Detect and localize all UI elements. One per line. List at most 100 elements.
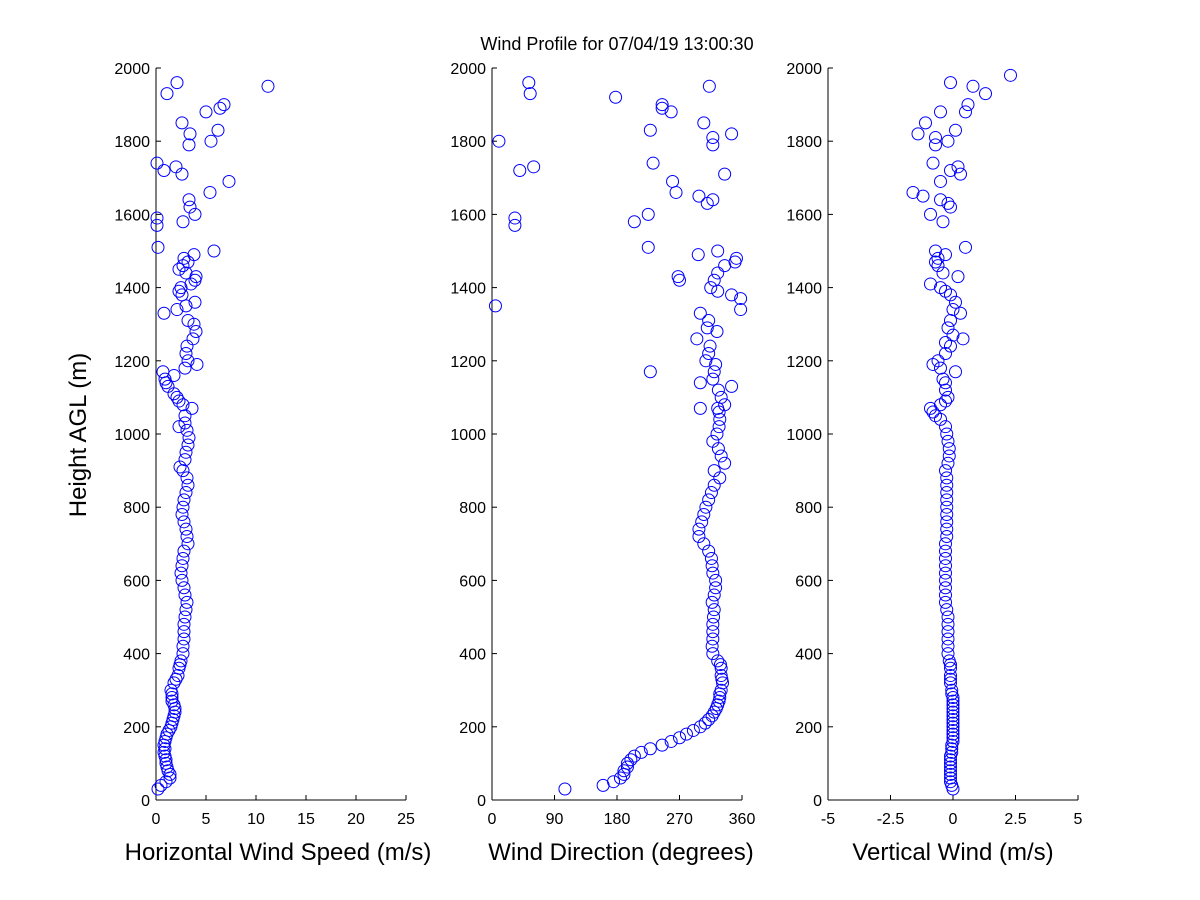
vertical-data-point <box>924 277 937 291</box>
direction-data-point <box>693 401 707 415</box>
speed-y-tick-label: 600 <box>123 573 150 590</box>
direction-data-point <box>666 174 680 188</box>
speed-data-point <box>189 270 203 284</box>
direction-data-point <box>713 412 727 426</box>
direction-data-point <box>627 749 641 763</box>
speed-data-point <box>186 332 200 346</box>
vertical-x-tick-label: -5 <box>821 811 835 828</box>
direction-data-point <box>620 756 634 770</box>
speed-data-point <box>179 445 193 459</box>
vertical-data-point <box>979 87 992 101</box>
direction-data-point <box>702 544 716 558</box>
vertical-wind-panel: 0 200 400 600 800 1000 1200 1400 1600 1800 2000 -5 -… <box>786 61 1082 866</box>
direction-data-point <box>673 731 686 745</box>
vertical-y-tick-label: 1000 <box>786 427 822 444</box>
speed-data-point <box>176 639 190 653</box>
speed-data-point <box>175 508 189 522</box>
direction-data-point <box>702 493 716 507</box>
speed-data-point <box>183 200 197 214</box>
direction-data-point <box>492 134 506 148</box>
direction-y-tick-label: 2000 <box>450 61 486 78</box>
speed-data-point <box>180 423 194 437</box>
vertical-data-point <box>940 529 954 543</box>
direction-data-point <box>693 720 707 734</box>
speed-data-point <box>176 647 190 661</box>
vertical-data-point <box>911 127 925 141</box>
speed-data-point <box>174 281 188 295</box>
direction-data-point <box>707 610 721 624</box>
vertical-data-point <box>946 723 960 737</box>
vertical-data-point <box>939 346 952 360</box>
vertical-data-point <box>941 196 955 210</box>
speed-data-point <box>167 698 181 712</box>
direction-data-point <box>707 705 721 719</box>
vertical-data-point <box>949 123 962 137</box>
direction-data-point <box>711 654 725 668</box>
direction-y-tick-label: 1600 <box>450 207 486 224</box>
vertical-data-point <box>934 361 947 375</box>
speed-y-tick-label: 200 <box>123 720 150 737</box>
direction-data-point <box>706 632 720 646</box>
vertical-data-point <box>941 617 955 631</box>
speed-data-point <box>203 185 217 199</box>
speed-data-point <box>181 438 195 452</box>
direction-data-point <box>693 306 707 320</box>
direction-y-tick-label: 1800 <box>450 134 486 151</box>
direction-data-point <box>711 383 725 397</box>
direction-data-point <box>714 449 728 463</box>
direction-data-point <box>624 753 638 767</box>
vertical-data-point <box>934 281 947 295</box>
vertical-y-tick-label: 1400 <box>786 281 822 298</box>
vertical-data-point <box>949 295 962 309</box>
vertical-data-point <box>939 544 952 558</box>
vertical-data-point <box>926 405 940 419</box>
direction-data-point <box>714 390 728 404</box>
speed-data-point <box>188 295 202 309</box>
vertical-data-point <box>944 676 957 690</box>
speed-data-point <box>178 409 192 423</box>
speed-data-point <box>175 559 189 573</box>
direction-data-point <box>690 332 704 346</box>
speed-data-point <box>171 669 185 683</box>
direction-data-point <box>699 354 713 368</box>
speed-data-point <box>150 218 164 232</box>
speed-data-point <box>213 101 227 115</box>
direction-data-point <box>699 500 713 514</box>
direction-data-point <box>697 537 711 551</box>
vertical-data-point <box>924 207 937 221</box>
vertical-data-point <box>942 654 956 668</box>
speed-data-point <box>177 632 191 646</box>
direction-data-point <box>702 346 716 360</box>
direction-data-point <box>707 365 721 379</box>
speed-data-point <box>199 105 213 119</box>
direction-data-point <box>695 515 709 529</box>
direction-x-tick-label: 90 <box>546 811 564 828</box>
vertical-data-point <box>944 771 957 785</box>
speed-data-point <box>190 357 204 371</box>
speed-data-point <box>180 595 194 609</box>
vertical-data-point <box>941 434 955 448</box>
direction-data-point <box>620 760 634 774</box>
vertical-y-tick-label: 800 <box>795 500 822 517</box>
speed-data-point <box>181 314 195 328</box>
direction-data-point <box>706 434 720 448</box>
vertical-data-point <box>946 720 960 734</box>
speed-data-point <box>167 676 181 690</box>
vertical-y-tick-label: 200 <box>795 720 822 737</box>
vertical-data-point <box>936 266 950 280</box>
speed-data-point <box>178 588 192 602</box>
vertical-data-point <box>929 255 942 269</box>
speed-data-point <box>161 379 175 393</box>
direction-data-point <box>527 160 541 174</box>
direction-data-point <box>712 420 726 434</box>
speed-data-point <box>158 372 172 386</box>
vertical-y-tick-label: 1200 <box>786 354 822 371</box>
direction-data-point <box>707 273 721 287</box>
direction-data-point <box>607 775 621 789</box>
vertical-data-point <box>941 625 955 639</box>
vertical-data-point <box>945 687 959 701</box>
vertical-data-point <box>940 515 954 529</box>
vertical-data-point <box>931 259 945 273</box>
speed-data-point <box>177 493 191 507</box>
direction-data-point <box>704 281 718 295</box>
